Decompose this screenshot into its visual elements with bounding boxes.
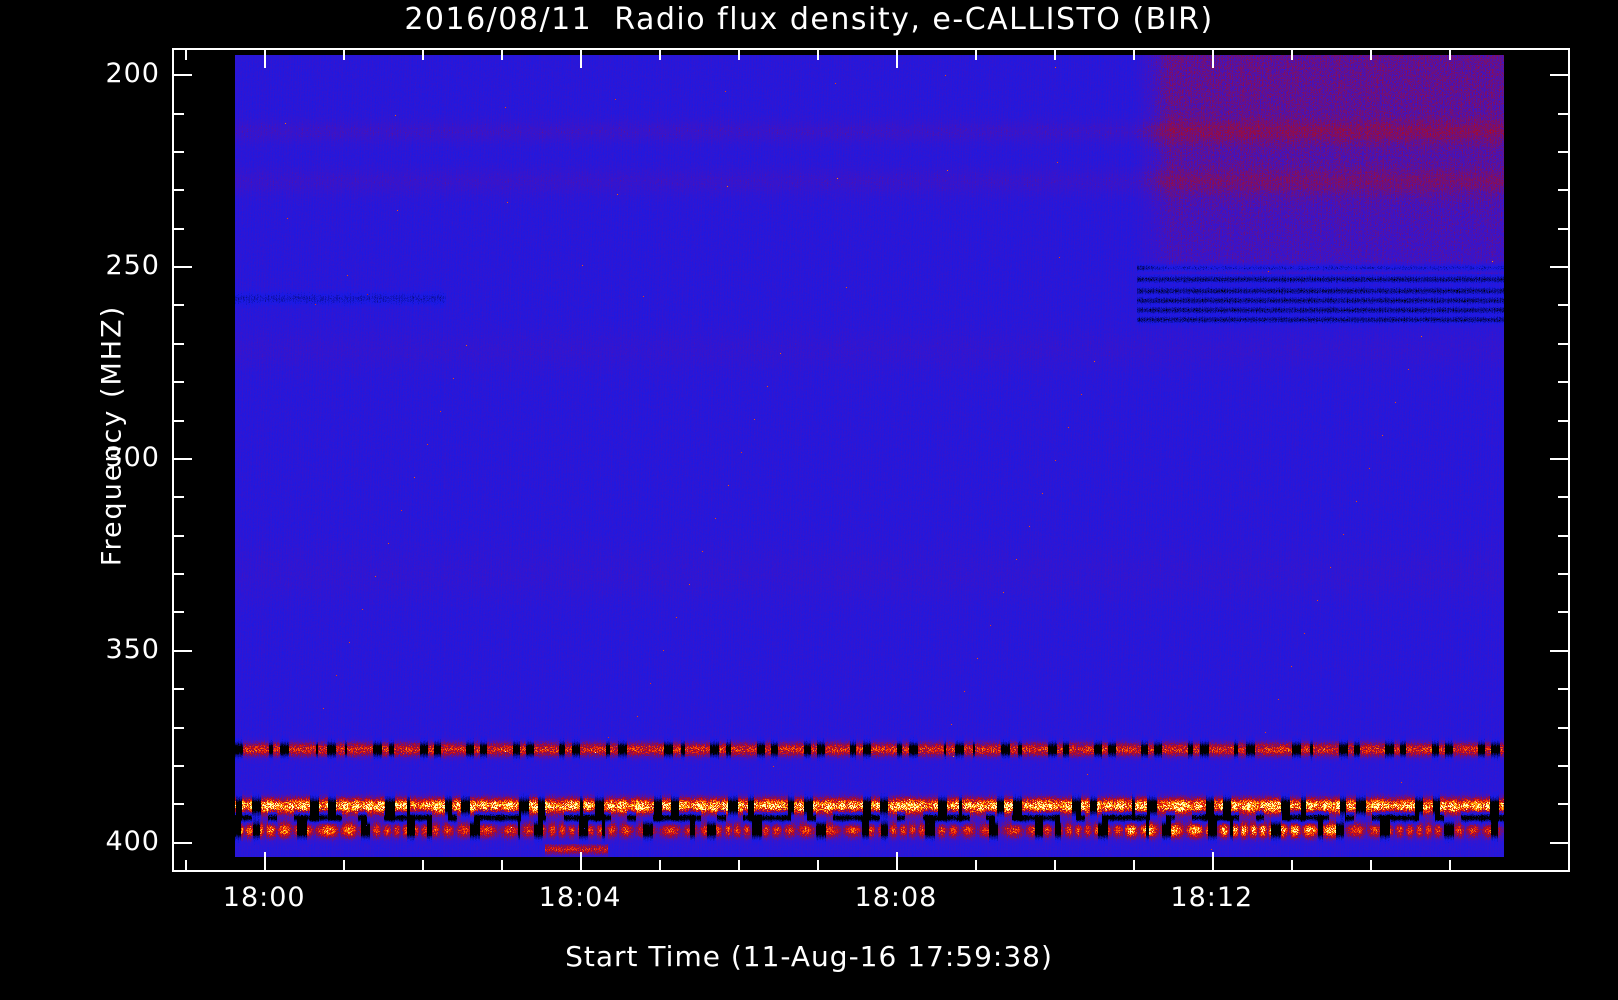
x-major-tick (896, 852, 898, 870)
y-minor-tick (174, 420, 184, 422)
y-minor-tick (174, 381, 184, 383)
y-minor-tick (174, 765, 184, 767)
y-minor-tick (174, 113, 184, 115)
x-minor-tick-top (1054, 50, 1056, 60)
y-minor-tick (174, 535, 184, 537)
y-minor-tick-right (1558, 611, 1568, 613)
y-minor-tick-right (1558, 803, 1568, 805)
y-major-tick (174, 842, 192, 844)
y-minor-tick-right (1558, 113, 1568, 115)
plot-axes-frame (172, 48, 1570, 872)
x-tick-label: 18:04 (538, 882, 622, 913)
y-tick-label: 300 (105, 441, 160, 473)
y-minor-tick (174, 803, 184, 805)
y-major-tick (174, 74, 192, 76)
x-major-tick-top (896, 50, 898, 68)
x-major-tick-top (264, 50, 266, 68)
y-major-tick-right (1550, 74, 1568, 76)
x-minor-tick (343, 860, 345, 870)
x-minor-tick (1449, 860, 1451, 870)
y-tick-label: 350 (105, 633, 160, 665)
x-minor-tick (422, 860, 424, 870)
x-minor-tick (1054, 860, 1056, 870)
y-major-tick-right (1550, 650, 1568, 652)
y-minor-tick-right (1558, 496, 1568, 498)
y-tick-label: 400 (105, 825, 160, 857)
y-minor-tick-right (1558, 688, 1568, 690)
y-major-tick-right (1550, 842, 1568, 844)
x-minor-tick (185, 860, 187, 870)
x-minor-tick (1133, 860, 1135, 870)
y-minor-tick-right (1558, 151, 1568, 153)
x-minor-tick (1370, 860, 1372, 870)
y-minor-tick-right (1558, 727, 1568, 729)
page-title: 2016/08/11 Radio flux density, e-CALLIST… (404, 2, 1214, 37)
y-major-tick-right (1550, 458, 1568, 460)
x-major-tick-top (1212, 50, 1214, 68)
x-minor-tick (1291, 860, 1293, 870)
x-minor-tick-top (975, 50, 977, 60)
y-minor-tick (174, 688, 184, 690)
y-minor-tick (174, 151, 184, 153)
y-minor-tick-right (1558, 304, 1568, 306)
x-minor-tick-top (1370, 50, 1372, 60)
y-minor-tick (174, 343, 184, 345)
x-minor-tick-top (738, 50, 740, 60)
x-minor-tick-top (1133, 50, 1135, 60)
y-major-tick (174, 458, 192, 460)
y-major-tick (174, 266, 192, 268)
y-minor-tick-right (1558, 420, 1568, 422)
y-tick-label: 250 (105, 250, 160, 282)
x-major-tick (264, 852, 266, 870)
y-minor-tick (174, 496, 184, 498)
y-minor-tick (174, 727, 184, 729)
x-tick-label: 18:12 (1170, 882, 1254, 913)
y-minor-tick-right (1558, 765, 1568, 767)
y-minor-tick-right (1558, 381, 1568, 383)
y-axis-title-wrap: Frequency (MHZ) (62, 40, 128, 880)
y-minor-tick (174, 573, 184, 575)
x-minor-tick (659, 860, 661, 870)
x-minor-tick (501, 860, 503, 870)
x-major-tick (580, 852, 582, 870)
y-minor-tick (174, 611, 184, 613)
y-minor-tick-right (1558, 228, 1568, 230)
x-tick-label: 18:00 (222, 882, 306, 913)
spectrogram-image (235, 55, 1504, 857)
x-minor-tick-top (343, 50, 345, 60)
x-minor-tick-top (1449, 50, 1451, 60)
x-minor-tick-top (659, 50, 661, 60)
y-minor-tick (174, 228, 184, 230)
x-minor-tick (975, 860, 977, 870)
y-axis-title: Frequency (MHZ) (96, 304, 128, 567)
x-tick-label: 18:08 (854, 882, 938, 913)
y-major-tick (174, 650, 192, 652)
x-minor-tick-top (185, 50, 187, 60)
y-minor-tick-right (1558, 189, 1568, 191)
y-minor-tick-right (1558, 535, 1568, 537)
y-minor-tick-right (1558, 343, 1568, 345)
y-major-tick-right (1550, 266, 1568, 268)
x-major-tick-top (580, 50, 582, 68)
x-minor-tick (738, 860, 740, 870)
x-minor-tick (817, 860, 819, 870)
y-minor-tick-right (1558, 573, 1568, 575)
x-minor-tick-top (422, 50, 424, 60)
y-minor-tick (174, 304, 184, 306)
x-axis-title: Start Time (11-Aug-16 17:59:38) (565, 940, 1053, 973)
x-minor-tick-top (501, 50, 503, 60)
x-minor-tick-top (1291, 50, 1293, 60)
x-minor-tick-top (817, 50, 819, 60)
x-major-tick (1212, 852, 1214, 870)
y-tick-label: 200 (105, 58, 160, 90)
y-minor-tick (174, 189, 184, 191)
